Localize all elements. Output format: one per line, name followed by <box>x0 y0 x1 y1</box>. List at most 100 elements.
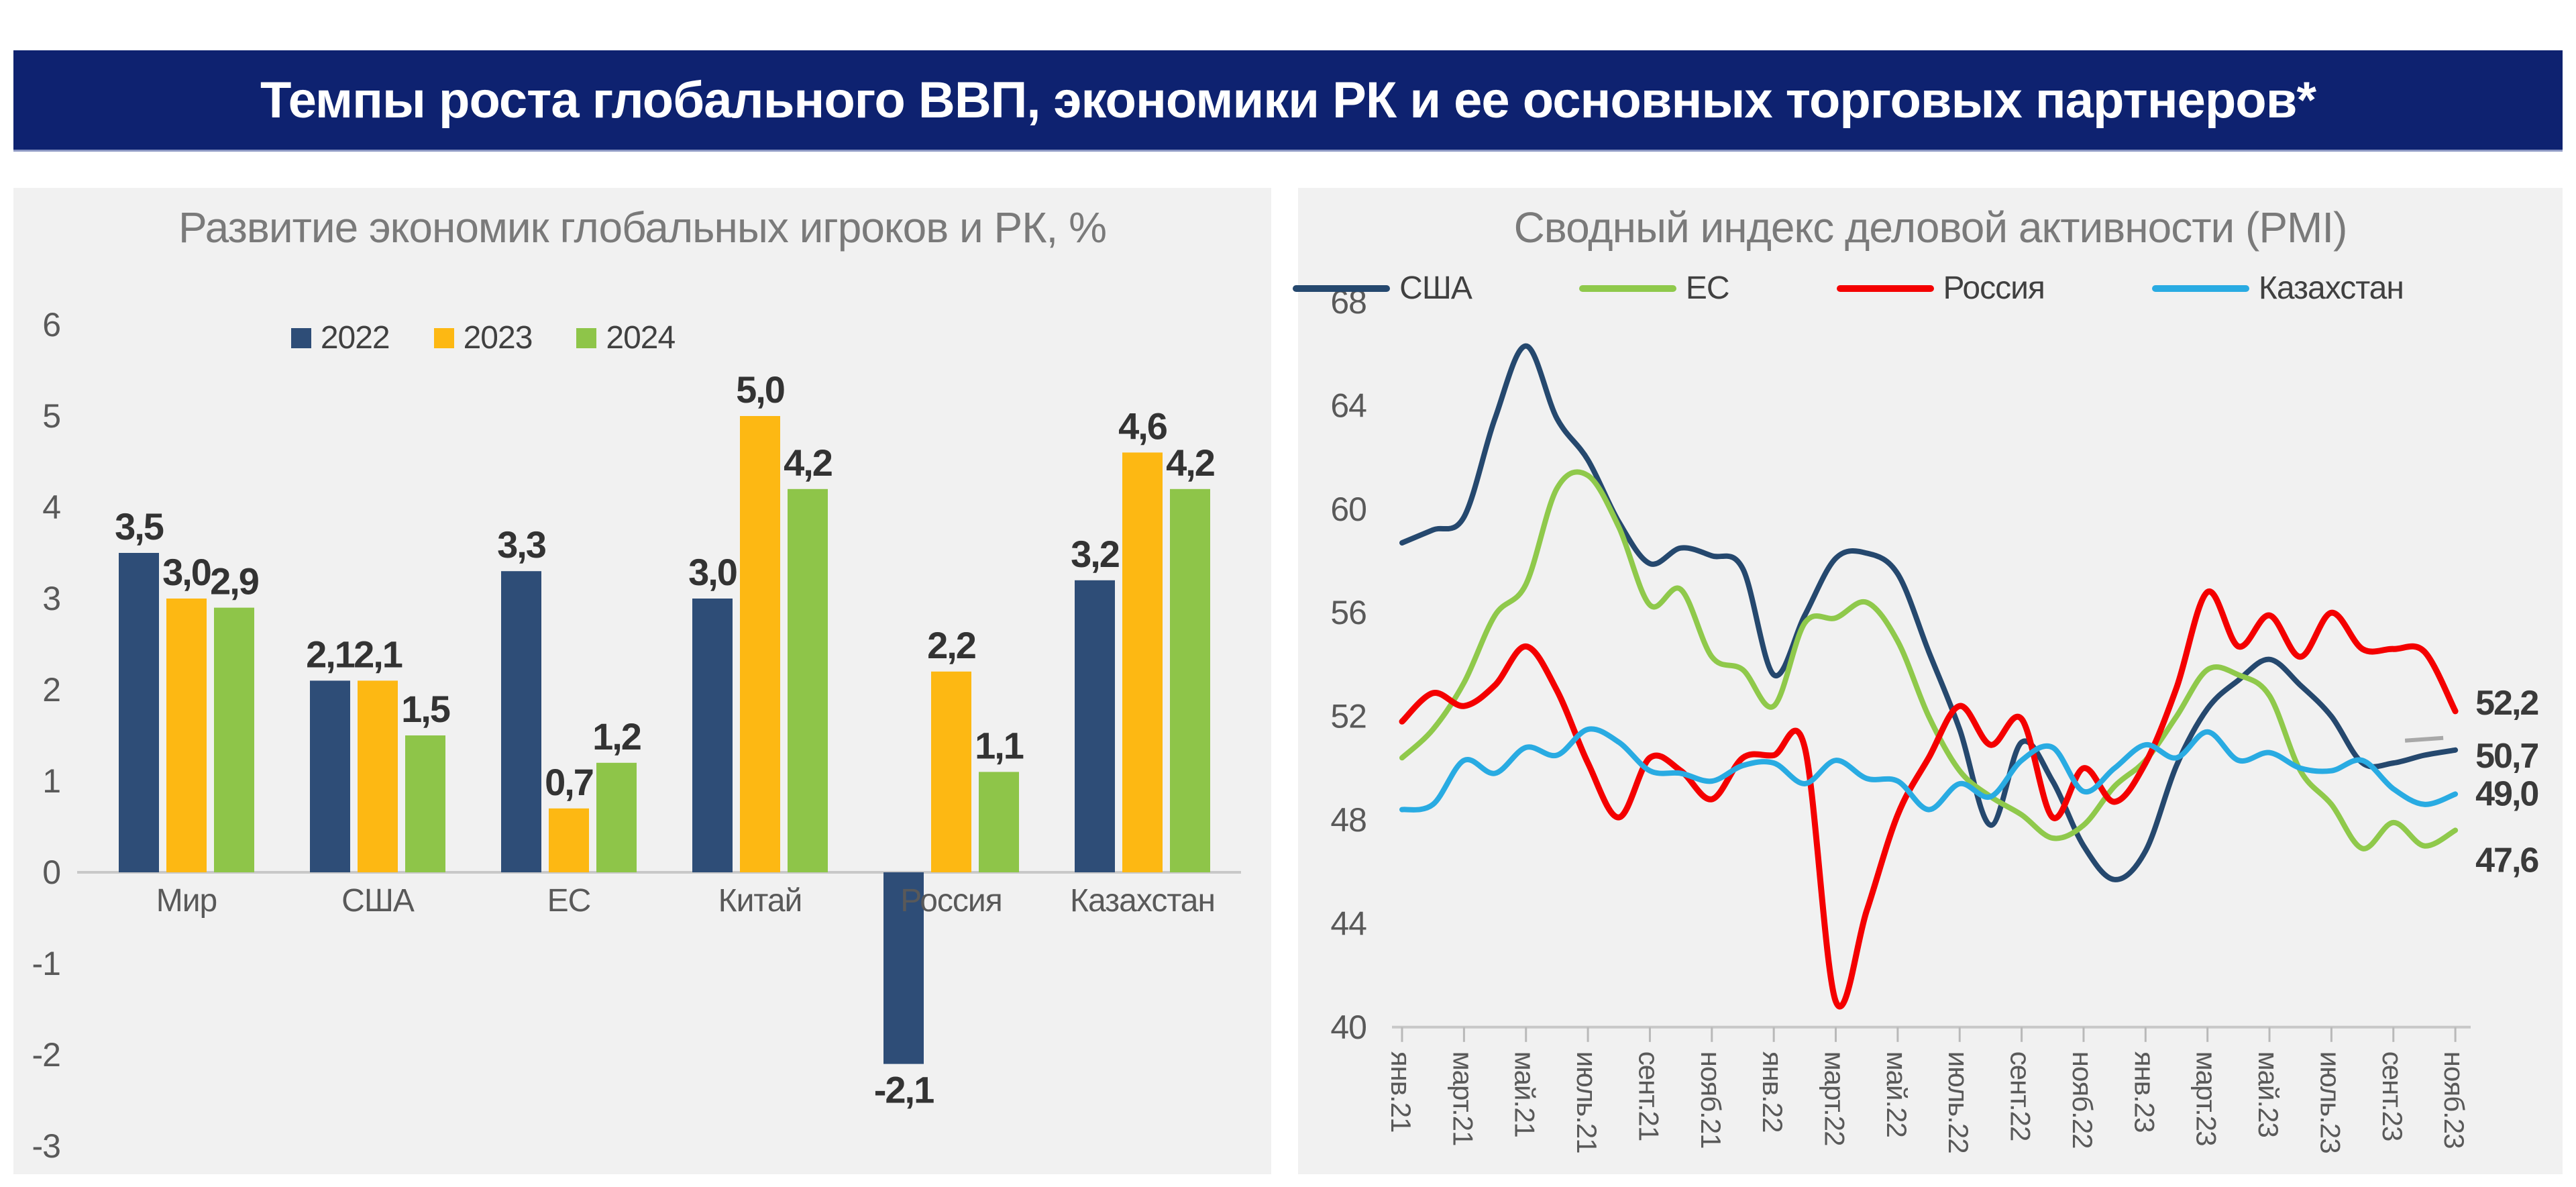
svg-text:Китай: Китай <box>718 883 802 919</box>
svg-text:март.22: март.22 <box>1819 1051 1851 1146</box>
legend-swatch-Казахстан <box>2151 285 2249 292</box>
svg-text:1: 1 <box>42 762 60 800</box>
pmi-x-axis-labels: янв.21 март.21 май.21 июль.21 сент.21 нояб.21… <box>1385 1051 2470 1153</box>
svg-text:июль.23: июль.23 <box>2314 1051 2346 1153</box>
legend-item-Казахстан: Казахстан <box>2151 270 2404 307</box>
svg-text:56: 56 <box>1330 594 1366 631</box>
svg-text:нояб.22: нояб.22 <box>2067 1051 2098 1149</box>
svg-text:64: 64 <box>1330 386 1366 424</box>
svg-text:июль.21: июль.21 <box>1571 1051 1603 1153</box>
svg-text:0: 0 <box>42 854 60 891</box>
svg-text:3,2: 3,2 <box>1071 533 1119 575</box>
end-label-Казахстан: 49,0 <box>2475 774 2538 813</box>
svg-text:2,2: 2,2 <box>927 624 975 666</box>
line-ЕС <box>1399 469 2459 851</box>
svg-text:-1: -1 <box>32 945 60 982</box>
legend-label: США <box>1399 270 1472 306</box>
svg-text:ЕС: ЕС <box>547 883 591 919</box>
legend-label: 2022 <box>320 320 390 356</box>
gdp-chart-title: Развитие экономик глобальных игроков и Р… <box>178 203 1107 252</box>
end-label-Россия: 52,2 <box>2475 684 2538 723</box>
legend-swatch-2022 <box>290 327 311 348</box>
gdp-y-axis-ticks: 6 5 4 3 2 1 0 -1 -2 -3 <box>32 306 62 1165</box>
gdp-value-labels: 3,5 2,1 3,3 3,0 -2,1 3,2 3,0 2,1 0,7 5,0 2,2 4,6 2,9… <box>115 368 1216 1111</box>
bar-2022-Россия <box>883 872 924 1064</box>
legend-item-США: США <box>1293 270 1472 307</box>
bar-2023-Мир <box>166 599 207 872</box>
svg-text:нояб.21: нояб.21 <box>1695 1051 1727 1149</box>
svg-text:6: 6 <box>42 306 60 344</box>
svg-text:2,1: 2,1 <box>354 633 402 675</box>
end-label-ЕС: 47,6 <box>2475 841 2538 880</box>
legend-item-2023: 2023 <box>433 319 533 356</box>
bar-2023-Китай <box>740 416 780 872</box>
bar-2022-Китай <box>692 599 733 872</box>
svg-text:-2,1: -2,1 <box>874 1069 934 1111</box>
legend-label: 2023 <box>463 320 533 356</box>
svg-text:сент.21: сент.21 <box>1633 1051 1664 1141</box>
svg-text:4,6: 4,6 <box>1118 405 1167 447</box>
svg-text:янв.21: янв.21 <box>1385 1051 1417 1133</box>
bar-2022-США <box>310 680 350 872</box>
svg-text:4,2: 4,2 <box>784 442 832 484</box>
bar-2023-Казахстан <box>1122 452 1163 872</box>
svg-text:май.23: май.23 <box>2253 1051 2284 1137</box>
bar-2024-Казахстан <box>1170 488 1210 872</box>
bar-2024-ЕС <box>596 762 637 872</box>
svg-text:март.21: март.21 <box>1447 1051 1479 1146</box>
svg-text:нояб.23: нояб.23 <box>2438 1051 2470 1149</box>
svg-text:2,1: 2,1 <box>306 633 355 675</box>
svg-text:Казахстан: Казахстан <box>1070 883 1215 919</box>
svg-text:52: 52 <box>1330 698 1366 735</box>
pmi-x-tick-marks <box>1401 1027 2457 1042</box>
svg-text:май.21: май.21 <box>1509 1051 1541 1137</box>
bar-2024-Россия <box>979 772 1019 872</box>
bar-2024-Мир <box>214 607 254 872</box>
svg-text:48: 48 <box>1330 801 1366 839</box>
svg-text:2: 2 <box>42 671 60 709</box>
legend-item-ЕС: ЕС <box>1578 270 1730 307</box>
svg-text:сент.22: сент.22 <box>2005 1051 2037 1141</box>
line-Россия <box>1399 588 2459 1010</box>
svg-text:1,1: 1,1 <box>975 724 1024 766</box>
svg-text:40: 40 <box>1330 1009 1366 1046</box>
svg-text:3,0: 3,0 <box>688 551 737 593</box>
legend-swatch-США <box>1293 285 1391 292</box>
page-title: Темпы роста глобального ВВП, экономики Р… <box>260 71 2316 129</box>
svg-text:3: 3 <box>42 580 60 617</box>
svg-text:Россия: Россия <box>900 883 1002 919</box>
legend-item-2022: 2022 <box>290 319 390 356</box>
end-label-США: 50,7 <box>2475 737 2538 776</box>
bar-2023-ЕС <box>549 808 589 872</box>
line-США <box>1399 343 2459 882</box>
svg-text:3,5: 3,5 <box>115 505 164 548</box>
gdp-category-labels: Мир США ЕС Китай Россия Казахстан <box>156 883 1216 919</box>
svg-text:0,7: 0,7 <box>545 761 593 803</box>
svg-text:сент.23: сент.23 <box>2377 1051 2408 1141</box>
svg-text:1,2: 1,2 <box>592 715 641 758</box>
svg-text:-3: -3 <box>32 1127 60 1165</box>
svg-text:янв.23: янв.23 <box>2129 1051 2160 1133</box>
svg-text:5: 5 <box>42 397 60 435</box>
leader-dash <box>2404 735 2444 743</box>
bar-2023-США <box>358 680 398 872</box>
svg-text:3,0: 3,0 <box>162 551 211 593</box>
gdp-bar-chart: 6 5 4 3 2 1 0 -1 -2 -3 Мир США ЕС Китай Россия Казахста… <box>32 306 1241 1165</box>
pmi-index-panel: 68 64 60 56 52 48 44 40 янв.21 март.21 май.21 июль.… <box>1293 188 2563 1174</box>
pmi-end-labels: 50,7 47,6 52,2 49,0 <box>2475 684 2540 880</box>
svg-text:2,9: 2,9 <box>210 560 259 603</box>
svg-text:4: 4 <box>42 488 60 526</box>
bar-2024-США <box>405 735 445 872</box>
svg-text:5,0: 5,0 <box>736 368 784 411</box>
legend-swatch-Россия <box>1836 285 1934 292</box>
header-banner: Темпы роста глобального ВВП, экономики Р… <box>13 50 2563 152</box>
legend-label: Казахстан <box>2258 270 2404 306</box>
legend-label: Россия <box>1943 270 2045 306</box>
svg-text:май.22: май.22 <box>1881 1051 1913 1137</box>
svg-text:-2: -2 <box>32 1036 60 1074</box>
legend-swatch-2024 <box>576 327 597 348</box>
svg-text:июль.22: июль.22 <box>1943 1051 1974 1153</box>
bar-2023-Россия <box>931 671 971 872</box>
gdp-growth-panel: 6 5 4 3 2 1 0 -1 -2 -3 Мир США ЕС Китай Россия Казахста… <box>13 188 1271 1174</box>
